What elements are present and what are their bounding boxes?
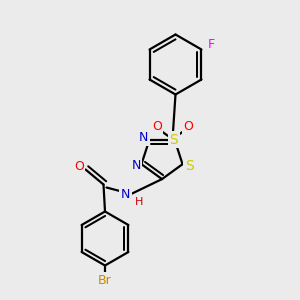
Text: N: N xyxy=(121,188,130,202)
Text: Br: Br xyxy=(98,274,112,287)
Text: F: F xyxy=(208,38,214,52)
Text: O: O xyxy=(74,160,84,173)
Text: N: N xyxy=(139,131,148,144)
Text: S: S xyxy=(185,159,194,173)
Text: N: N xyxy=(131,159,141,172)
Text: H: H xyxy=(135,196,144,207)
Text: O: O xyxy=(152,120,162,134)
Text: S: S xyxy=(169,133,178,146)
Text: O: O xyxy=(183,120,193,134)
